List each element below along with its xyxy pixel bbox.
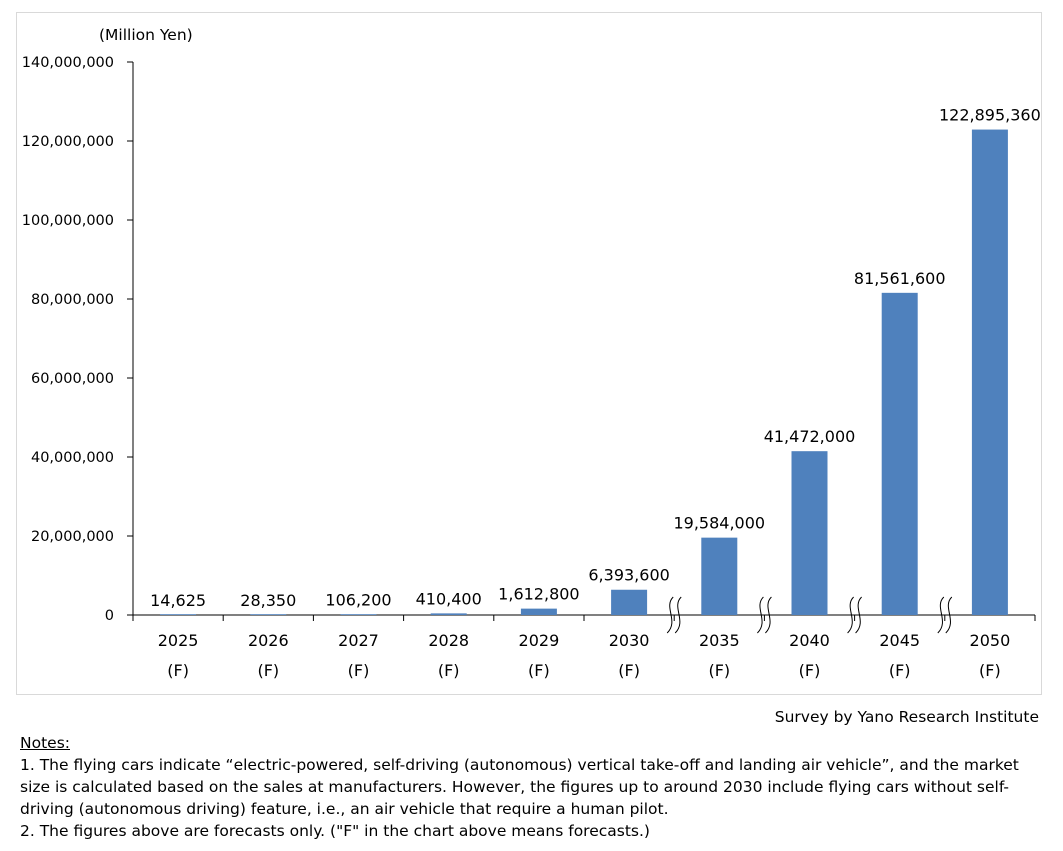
note-line: 2. The figures above are forecasts only.…	[20, 822, 650, 840]
data-label: 106,200	[325, 591, 391, 610]
category-sublabel: (F)	[889, 661, 911, 680]
axis-break-mark	[945, 596, 953, 634]
axis-break-mark	[757, 596, 764, 634]
category-label: 2027	[338, 631, 379, 650]
category-label: 2028	[428, 631, 469, 650]
axis-break-mark	[765, 596, 772, 634]
bar-2045	[881, 292, 918, 615]
category-sublabel: (F)	[167, 661, 189, 680]
axis-break-mark	[937, 596, 945, 634]
category-sublabel: (F)	[257, 661, 279, 680]
category-sublabel: (F)	[438, 661, 460, 680]
bars: 14,625 28,350 106,200 410,400 1,612,800 6,393…	[150, 106, 1041, 615]
data-label: 41,472,000	[764, 427, 856, 446]
category-sublabel: (F)	[618, 661, 640, 680]
category-sublabel: (F)	[708, 661, 730, 680]
bar-2028	[430, 613, 467, 615]
category-sublabel: (F)	[348, 661, 370, 680]
bar-2027	[340, 614, 377, 615]
y-axis: 0 20,000,000 40,000,000 60,000,000 80,000,00…	[22, 55, 134, 624]
data-label: 6,393,600	[588, 566, 669, 585]
note-line: 1. The flying cars indicate “electric-po…	[20, 756, 1019, 818]
data-label: 410,400	[416, 589, 482, 608]
bar-2026	[250, 614, 287, 615]
bar-2029	[520, 608, 557, 615]
bar-2050	[971, 129, 1008, 615]
bar-2035	[701, 537, 738, 615]
y-tick-label: 140,000,000	[22, 55, 114, 71]
axis-break-mark	[847, 596, 854, 634]
data-label: 19,584,000	[673, 514, 765, 533]
data-label: 1,612,800	[498, 585, 579, 604]
y-tick-label: 120,000,000	[22, 134, 114, 150]
data-label: 81,561,600	[854, 269, 946, 288]
unit-label: (Million Yen)	[99, 26, 193, 44]
axis-breaks	[666, 596, 953, 634]
category-label: 2045	[879, 631, 920, 650]
category-label: 2025	[158, 631, 199, 650]
axis-break-mark	[666, 596, 674, 634]
bar-2025	[160, 614, 197, 615]
bar-2040	[791, 451, 828, 615]
axis-break-mark	[855, 596, 862, 634]
chart-frame: (Million Yen) 0 20,000,000 40,000,000 60,00…	[16, 12, 1042, 695]
x-axis: 2025 (F) 2026 (F) 2027 (F) 2028 (F) 2029 (F) 2030 (…	[132, 614, 1036, 680]
bar-2030	[611, 589, 648, 615]
category-label: 2030	[609, 631, 650, 650]
category-label: 2040	[789, 631, 830, 650]
y-tick-label: 100,000,000	[22, 213, 114, 229]
category-sublabel: (F)	[799, 661, 821, 680]
source-credit: Survey by Yano Research Institute	[774, 708, 1039, 726]
y-tick-label: 0	[105, 608, 114, 624]
y-tick-label: 80,000,000	[31, 292, 114, 308]
market-size-bar-chart: (Million Yen) 0 20,000,000 40,000,000 60,00…	[22, 26, 1041, 680]
category-label: 2026	[248, 631, 289, 650]
y-tick-label: 40,000,000	[31, 450, 114, 466]
category-label: 2029	[519, 631, 560, 650]
data-label: 28,350	[240, 591, 296, 610]
data-label: 122,895,360	[939, 106, 1041, 125]
category-sublabel: (F)	[979, 661, 1001, 680]
category-label: 2035	[699, 631, 740, 650]
notes-title: Notes:	[20, 734, 70, 752]
axis-break-mark	[674, 596, 682, 634]
data-label: 14,625	[150, 591, 206, 610]
notes: Notes: 1. The flying cars indicate “elec…	[20, 732, 1050, 842]
category-sublabel: (F)	[528, 661, 550, 680]
y-tick-label: 60,000,000	[31, 371, 114, 387]
y-tick-label: 20,000,000	[31, 529, 114, 545]
category-label: 2050	[970, 631, 1011, 650]
